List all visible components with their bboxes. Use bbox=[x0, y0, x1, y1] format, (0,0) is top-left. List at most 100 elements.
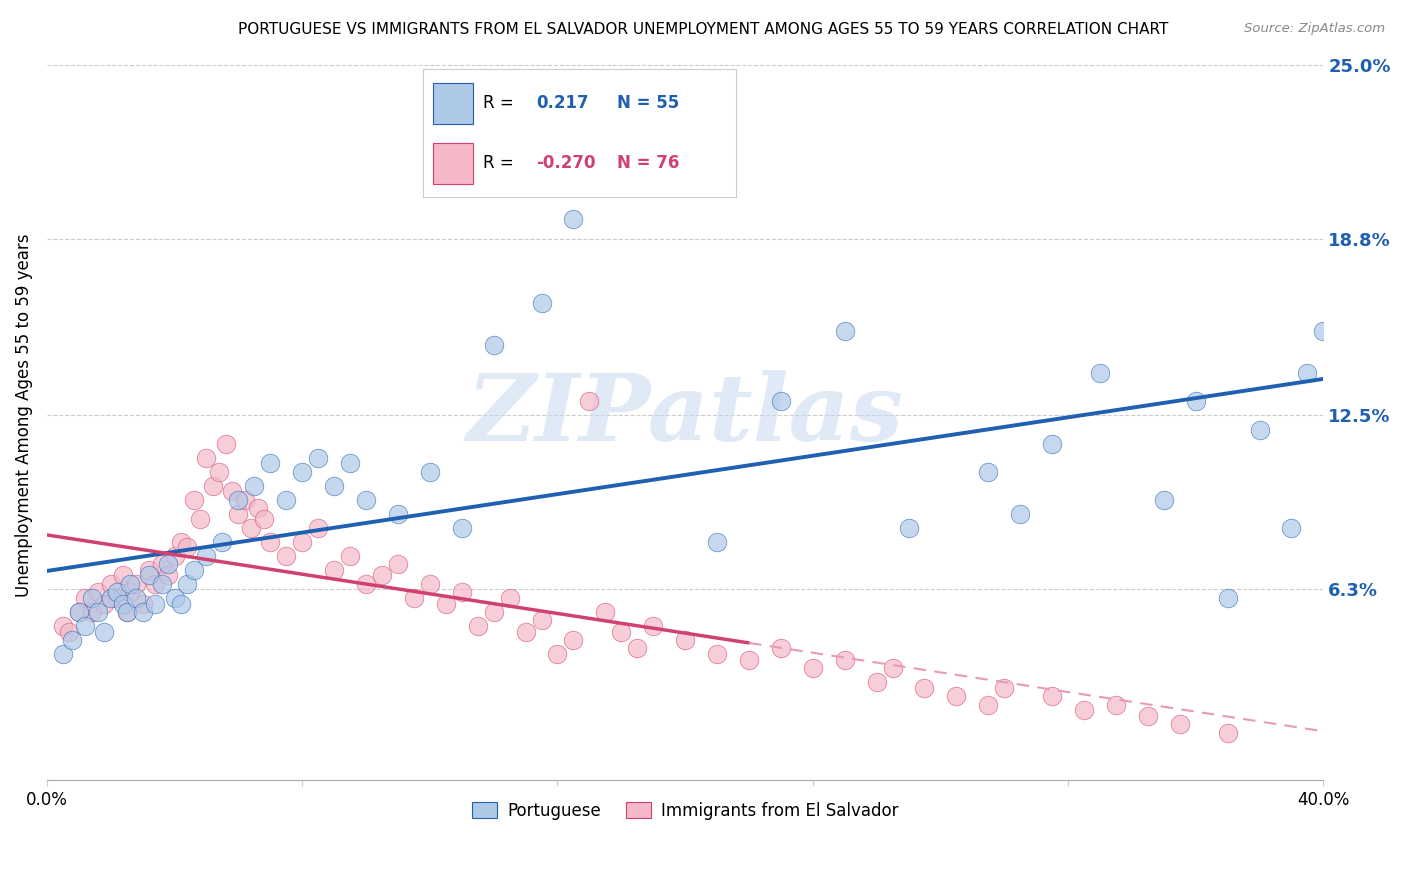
Point bbox=[150, 577, 173, 591]
Point bbox=[208, 465, 231, 479]
Point bbox=[482, 605, 505, 619]
Point bbox=[595, 605, 617, 619]
Point bbox=[801, 661, 824, 675]
Point bbox=[1249, 423, 1271, 437]
Point bbox=[1168, 717, 1191, 731]
Point bbox=[276, 549, 298, 563]
Point bbox=[354, 492, 377, 507]
Point bbox=[307, 450, 329, 465]
Point bbox=[115, 605, 138, 619]
Point bbox=[67, 605, 90, 619]
Point bbox=[769, 641, 792, 656]
Point bbox=[221, 484, 243, 499]
Point bbox=[610, 624, 633, 639]
Point bbox=[214, 436, 236, 450]
Point bbox=[339, 456, 361, 470]
Point bbox=[530, 296, 553, 310]
Point bbox=[1010, 507, 1032, 521]
Point bbox=[170, 597, 193, 611]
Point bbox=[578, 394, 600, 409]
Point bbox=[125, 591, 148, 605]
Point bbox=[211, 534, 233, 549]
Point bbox=[100, 591, 122, 605]
Point bbox=[93, 597, 115, 611]
Point bbox=[58, 624, 80, 639]
Point bbox=[163, 549, 186, 563]
Point bbox=[228, 492, 250, 507]
Point bbox=[626, 641, 648, 656]
Point bbox=[1040, 689, 1063, 703]
Point bbox=[145, 577, 167, 591]
Point bbox=[339, 549, 361, 563]
Point bbox=[419, 577, 441, 591]
Point bbox=[105, 591, 128, 605]
Point bbox=[993, 681, 1015, 695]
Point bbox=[157, 558, 180, 572]
Point bbox=[259, 534, 281, 549]
Point bbox=[183, 563, 205, 577]
Point bbox=[176, 541, 198, 555]
Point bbox=[1312, 324, 1334, 338]
Point bbox=[240, 521, 263, 535]
Point bbox=[67, 605, 90, 619]
Point bbox=[112, 597, 135, 611]
Point bbox=[498, 591, 520, 605]
Point bbox=[977, 698, 1000, 712]
Point bbox=[228, 507, 250, 521]
Text: PORTUGUESE VS IMMIGRANTS FROM EL SALVADOR UNEMPLOYMENT AMONG AGES 55 TO 59 YEARS: PORTUGUESE VS IMMIGRANTS FROM EL SALVADO… bbox=[238, 22, 1168, 37]
Point bbox=[183, 492, 205, 507]
Point bbox=[977, 465, 1000, 479]
Point bbox=[1105, 698, 1128, 712]
Point bbox=[188, 512, 211, 526]
Text: Source: ZipAtlas.com: Source: ZipAtlas.com bbox=[1244, 22, 1385, 36]
Point bbox=[1073, 703, 1095, 717]
Point bbox=[93, 624, 115, 639]
Point bbox=[865, 675, 887, 690]
Point bbox=[87, 585, 110, 599]
Point bbox=[1296, 367, 1319, 381]
Point bbox=[547, 647, 569, 661]
Point bbox=[515, 624, 537, 639]
Point bbox=[914, 681, 936, 695]
Point bbox=[1153, 492, 1175, 507]
Point bbox=[176, 577, 198, 591]
Point bbox=[195, 450, 218, 465]
Point bbox=[246, 501, 269, 516]
Point bbox=[233, 492, 256, 507]
Point bbox=[387, 558, 409, 572]
Point bbox=[482, 338, 505, 352]
Point bbox=[291, 534, 314, 549]
Point bbox=[201, 478, 224, 492]
Y-axis label: Unemployment Among Ages 55 to 59 years: Unemployment Among Ages 55 to 59 years bbox=[15, 234, 32, 598]
Point bbox=[673, 632, 696, 647]
Text: ZIPatlas: ZIPatlas bbox=[467, 370, 904, 460]
Point bbox=[307, 521, 329, 535]
Point bbox=[243, 478, 266, 492]
Point bbox=[897, 521, 920, 535]
Point bbox=[562, 632, 585, 647]
Point bbox=[195, 549, 218, 563]
Point bbox=[157, 568, 180, 582]
Point bbox=[1088, 367, 1111, 381]
Point bbox=[419, 465, 441, 479]
Point bbox=[738, 652, 761, 666]
Point bbox=[170, 534, 193, 549]
Point bbox=[706, 647, 728, 661]
Point bbox=[291, 465, 314, 479]
Point bbox=[118, 585, 141, 599]
Point bbox=[112, 568, 135, 582]
Point bbox=[434, 597, 457, 611]
Point bbox=[145, 597, 167, 611]
Point bbox=[371, 568, 394, 582]
Point bbox=[1136, 708, 1159, 723]
Point bbox=[105, 585, 128, 599]
Point bbox=[1184, 394, 1206, 409]
Point bbox=[834, 324, 856, 338]
Point bbox=[402, 591, 425, 605]
Point bbox=[1216, 591, 1239, 605]
Point bbox=[276, 492, 298, 507]
Point bbox=[52, 647, 75, 661]
Point bbox=[259, 456, 281, 470]
Point bbox=[118, 577, 141, 591]
Point bbox=[323, 563, 346, 577]
